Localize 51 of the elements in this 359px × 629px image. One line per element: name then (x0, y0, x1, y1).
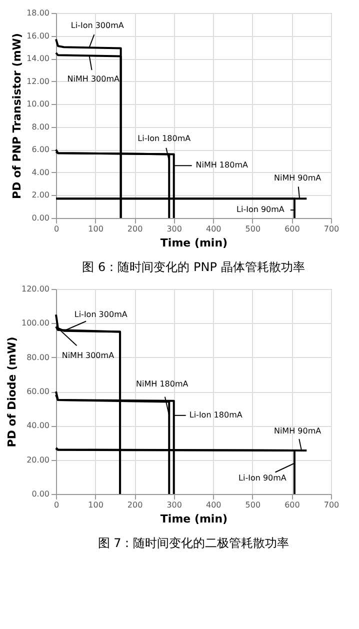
x-tick-label: 600 (284, 500, 300, 510)
x-axis-title: Time (min) (160, 236, 228, 250)
annotation: Li-Ion 180mA (138, 134, 192, 144)
x-tick-label: 100 (88, 224, 104, 234)
text: 图 7：随时间变化的二极管耗散功率 (98, 536, 290, 550)
x-tick-label: 400 (206, 500, 222, 510)
annotation: Li-Ion 300mA (70, 21, 124, 30)
annotation: NiMH 180mA (136, 379, 189, 388)
annotation: NiMH 300mA (67, 74, 120, 84)
x-axis-title: Time (min) (160, 512, 228, 526)
annotation: Li-Ion 90mA (238, 473, 287, 482)
x-tick-label: 300 (166, 224, 182, 234)
y-axis-title: PD of PNP Transistor (mW) (10, 33, 24, 199)
x-tick-label: 0 (54, 500, 60, 510)
y-tick-label: 40.00 (26, 421, 50, 430)
annotation: Li-Ion 180mA (189, 410, 243, 420)
x-tick-label: 500 (245, 224, 261, 234)
x-tick-label: 200 (127, 500, 143, 510)
y-tick-label: 120.00 (22, 284, 50, 294)
annotation: NiMH 90mA (274, 426, 322, 436)
y-tick-label: 60.00 (26, 387, 50, 396)
y-tick-label: 14.00 (26, 54, 50, 64)
y-tick-label: 18.00 (26, 8, 50, 18)
y-tick-label: 6.00 (32, 145, 50, 154)
y-tick-label: 10.00 (26, 100, 50, 109)
y-tick-label: 8.00 (32, 122, 50, 132)
annotation: NiMH 180mA (196, 160, 248, 170)
y-tick-label: 80.00 (26, 352, 50, 362)
y-tick-label: 20.00 (26, 455, 50, 464)
y-tick-label: 0.00 (32, 214, 50, 222)
text: 图 6：随时间变化的 PNP 晶体管耗散功率 (82, 260, 305, 274)
x-tick-label: 700 (324, 224, 340, 234)
y-tick-label: 0.00 (32, 490, 50, 498)
y-tick-label: 4.00 (32, 168, 50, 177)
x-tick-label: 300 (166, 500, 182, 510)
x-tick-label: 200 (127, 224, 143, 234)
y-tick-label: 2.00 (32, 190, 50, 200)
x-tick-label: 700 (324, 500, 340, 510)
y-tick-label: 16.00 (26, 31, 50, 40)
y-axis-title: PD of Diode (mW) (6, 336, 19, 448)
y-tick-label: 12.00 (26, 76, 50, 86)
annotation: Li-Ion 90mA (236, 205, 285, 214)
y-tick-label: 100.00 (22, 318, 50, 328)
x-tick-label: 400 (206, 224, 222, 234)
x-tick-label: 600 (284, 224, 300, 234)
x-tick-label: 100 (88, 500, 104, 510)
annotation: Li-Ion 300mA (74, 310, 128, 319)
annotation: NiMH 300mA (62, 351, 115, 360)
x-tick-label: 0 (54, 224, 60, 234)
x-tick-label: 500 (245, 500, 261, 510)
annotation: NiMH 90mA (274, 174, 322, 183)
